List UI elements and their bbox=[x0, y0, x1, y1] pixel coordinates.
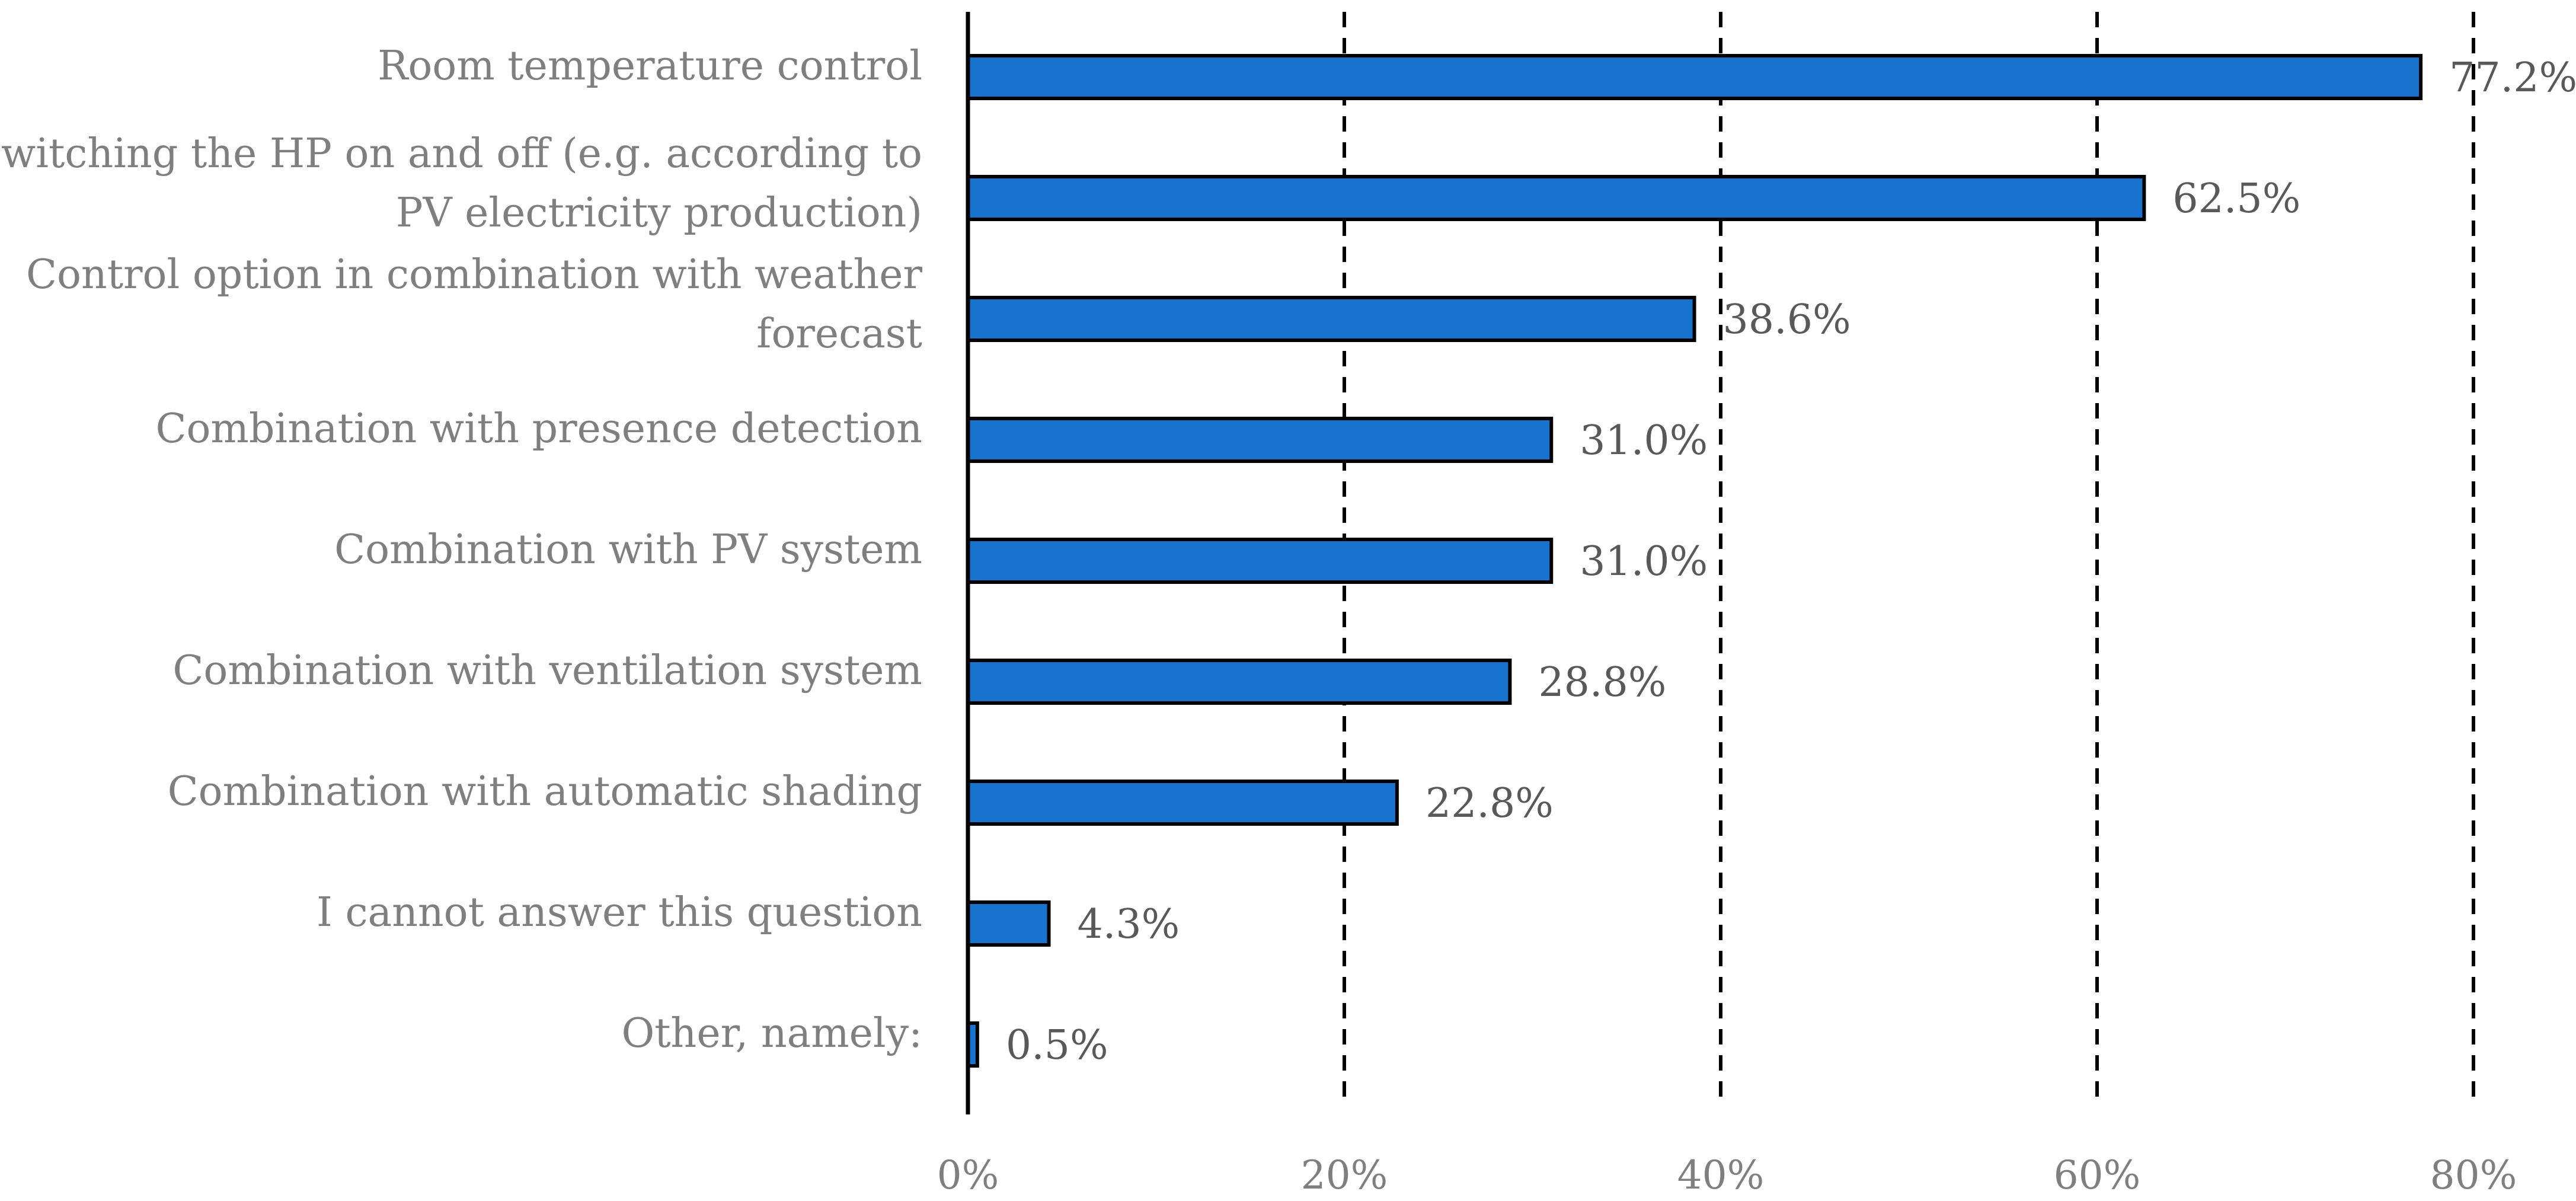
category-label-5: Combination with ventilation system bbox=[172, 647, 922, 694]
bar-1 bbox=[966, 175, 2146, 221]
value-label-4: 31.0% bbox=[1580, 538, 1708, 585]
category-label-3: Combination with presence detection bbox=[155, 405, 922, 452]
value-labels: 77.2% 62.5% 38.6% 31.0% 31.0% 28.8% 22.8% 4.3% 0… bbox=[1006, 55, 2576, 1069]
value-label-7: 4.3% bbox=[1078, 901, 1180, 948]
category-label-1-line-0: Switching the HP on and off (e.g. accord… bbox=[0, 130, 922, 177]
category-label-2-line-0: Control option in combination with weath… bbox=[26, 251, 923, 298]
value-label-8: 0.5% bbox=[1006, 1022, 1108, 1069]
value-label-0: 77.2% bbox=[2449, 55, 2576, 101]
bar-6 bbox=[966, 780, 1399, 826]
tick-label-80: 80% bbox=[2430, 1152, 2517, 1198]
bar-4 bbox=[966, 538, 1554, 584]
bar-0 bbox=[966, 54, 2423, 100]
tick-label-60: 60% bbox=[2054, 1152, 2141, 1198]
value-label-1: 62.5% bbox=[2172, 175, 2300, 222]
category-label-8: Other, namely: bbox=[621, 1010, 922, 1057]
category-label-7: I cannot answer this question bbox=[317, 889, 922, 936]
category-label-4: Combination with PV system bbox=[334, 526, 922, 573]
value-label-6: 22.8% bbox=[1426, 780, 1554, 827]
bars bbox=[966, 54, 2423, 1068]
x-axis-tick-labels: 0% 20% 40% 60% 80% bbox=[937, 1152, 2517, 1198]
bar-3 bbox=[966, 417, 1554, 463]
value-label-5: 28.8% bbox=[1538, 659, 1666, 706]
value-label-3: 31.0% bbox=[1580, 417, 1708, 464]
tick-label-20: 20% bbox=[1301, 1152, 1388, 1198]
bar-7 bbox=[966, 900, 1051, 947]
category-label-0: Room temperature control bbox=[378, 43, 922, 90]
tick-label-0: 0% bbox=[937, 1152, 999, 1198]
bar-2 bbox=[966, 296, 1696, 342]
category-labels: Room temperature control Switching the HP… bbox=[0, 43, 922, 1057]
bar-5 bbox=[966, 659, 1512, 705]
category-label-1-line-1: PV electricity production) bbox=[396, 190, 922, 237]
value-label-2: 38.6% bbox=[1723, 296, 1851, 343]
category-label-2-line-1: forecast bbox=[756, 311, 922, 357]
tick-label-40: 40% bbox=[1677, 1152, 1765, 1198]
category-label-6: Combination with automatic shading bbox=[168, 768, 922, 815]
